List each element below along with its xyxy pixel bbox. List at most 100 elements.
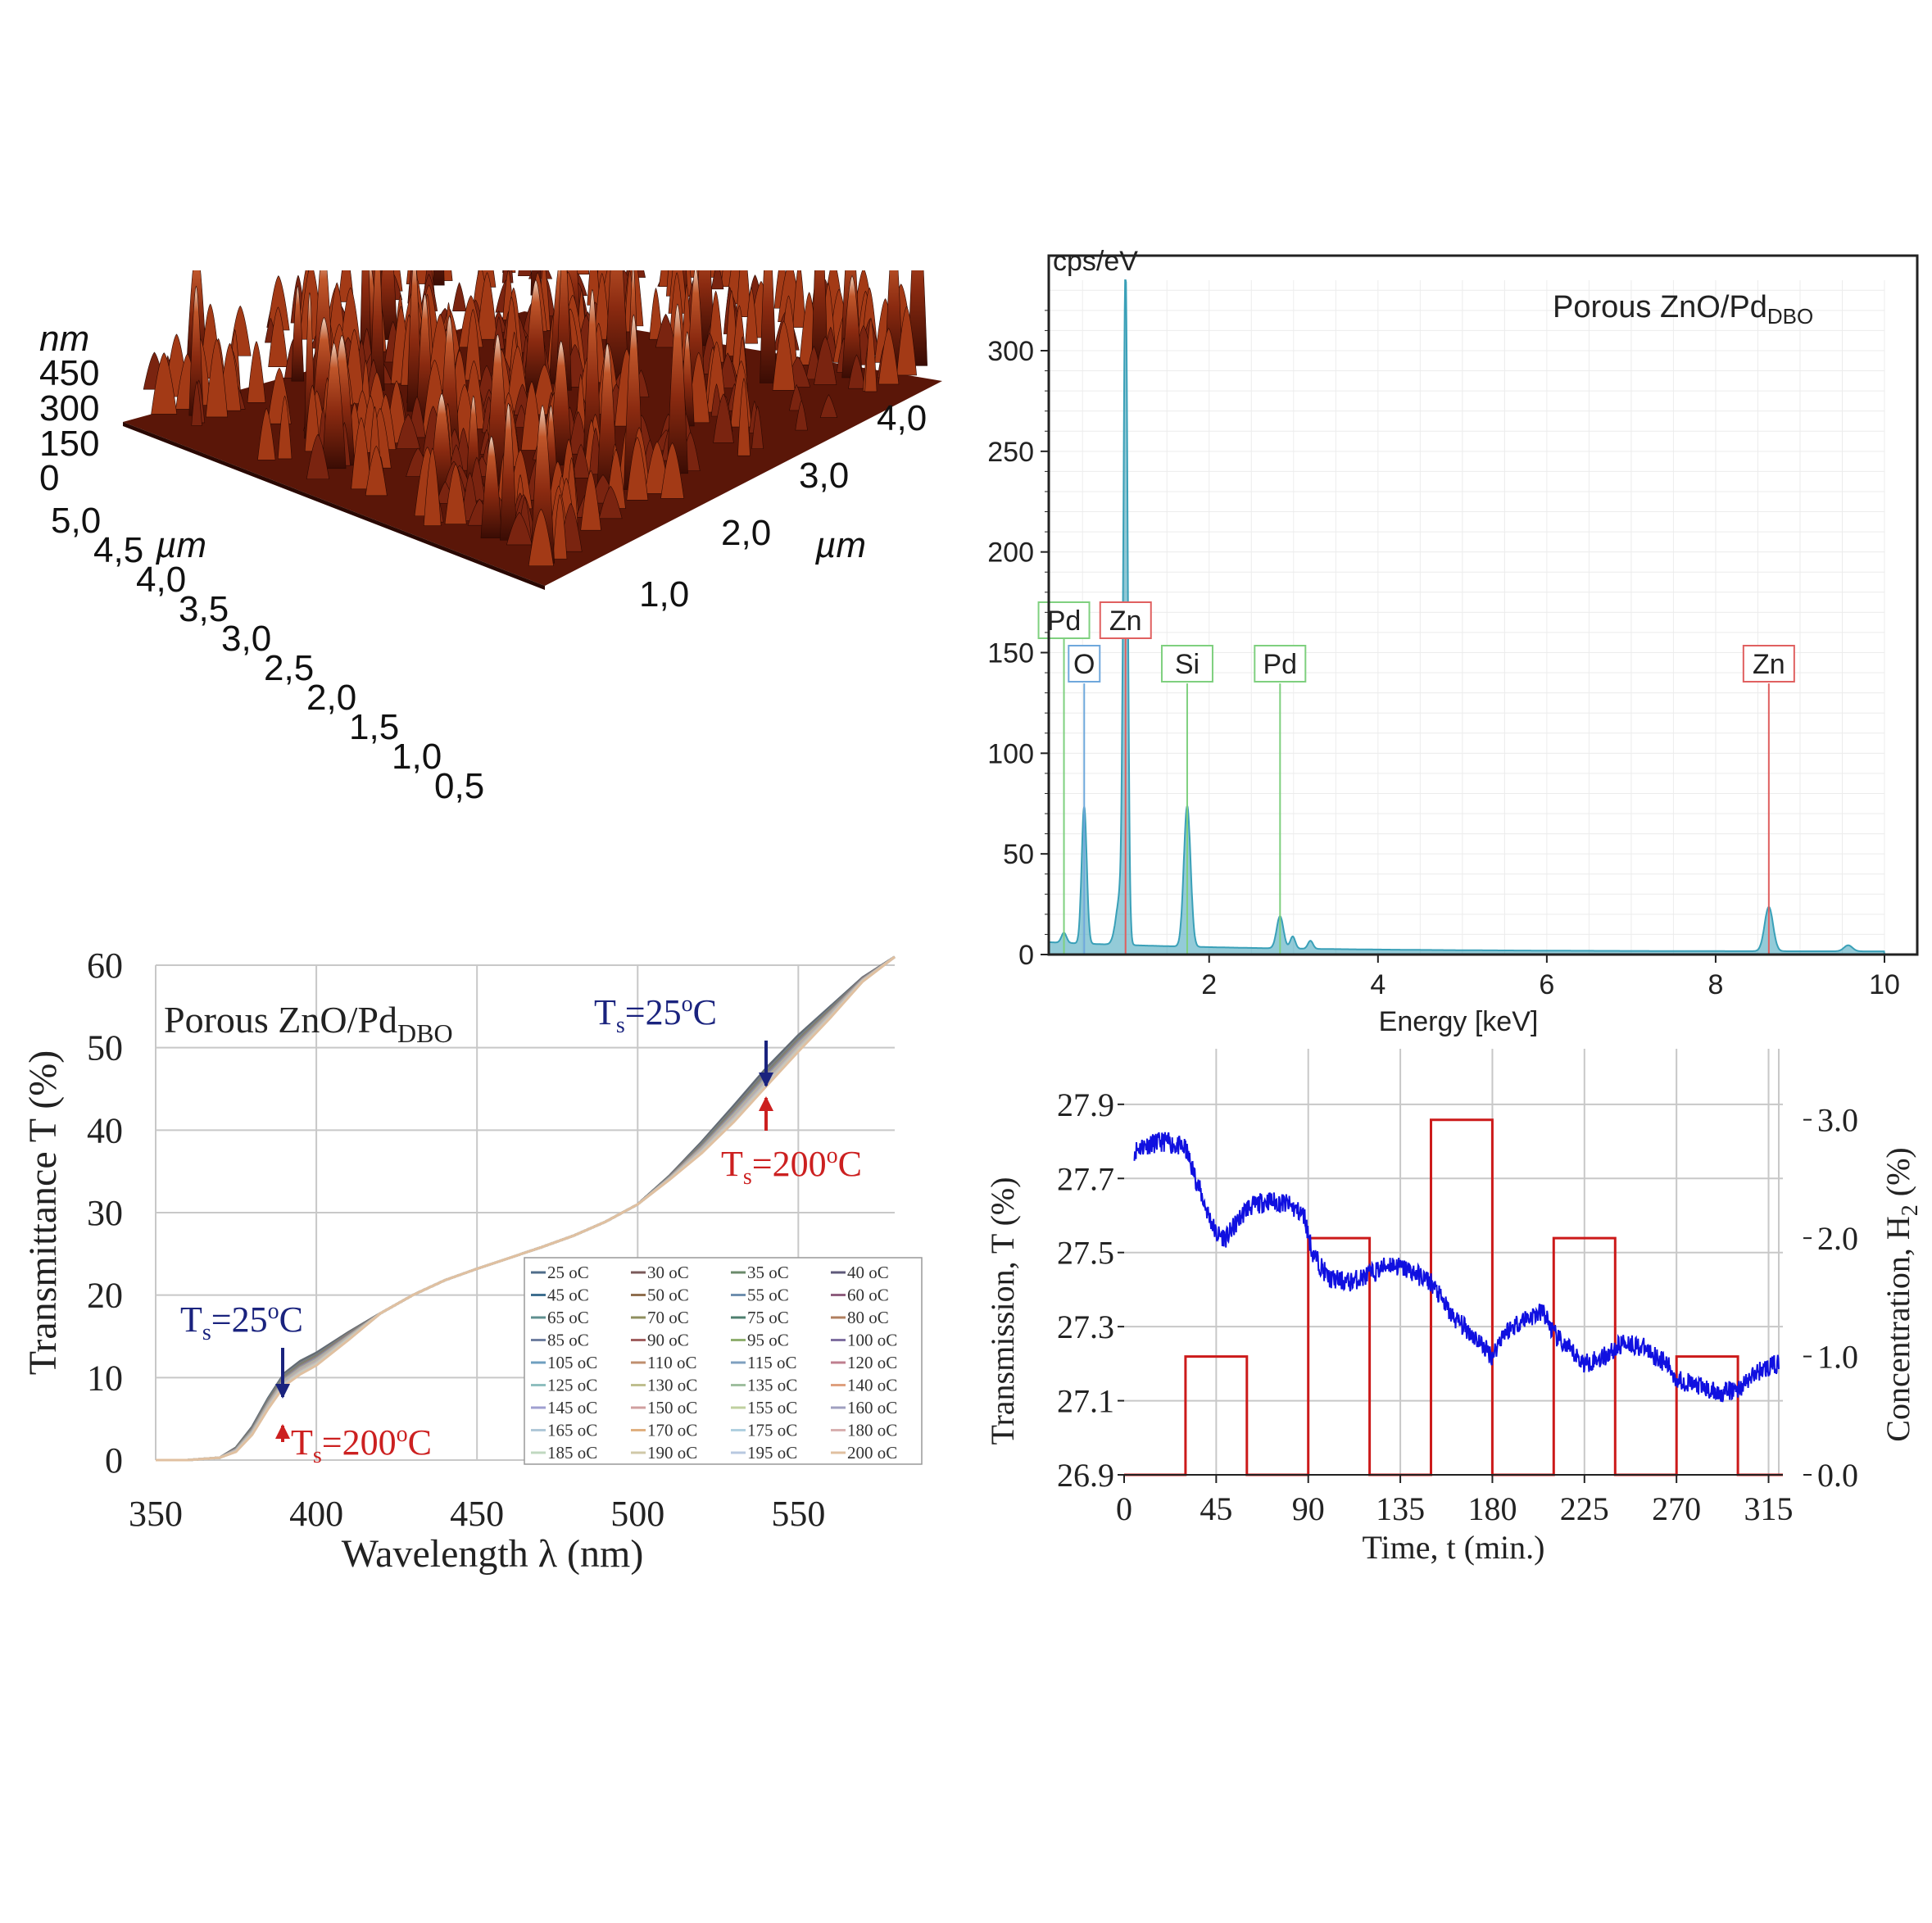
transmittance-y-tick-label: 10 <box>87 1358 123 1398</box>
sensing-grid <box>1124 1049 1783 1476</box>
afm-peak <box>848 354 865 389</box>
sensing-x-tick-label: 45 <box>1200 1490 1232 1527</box>
transmittance-legend-label: 165 oC <box>547 1421 597 1440</box>
annotation-t: T <box>594 992 616 1032</box>
afm-peak <box>506 511 533 546</box>
transmittance-legend-label: 85 oC <box>547 1331 589 1350</box>
transmittance-annotation-arrowhead <box>759 1096 773 1111</box>
transmittance-curves <box>156 955 896 1462</box>
afm-peak <box>598 485 623 519</box>
edx-element-lines: Pd Zn O Si Pd Zn <box>1037 601 1795 955</box>
edx-x-axis-label: Energy [keV] <box>1379 1006 1539 1037</box>
sensing-x-tick-label: 135 <box>1376 1490 1425 1527</box>
annotation-unit: C <box>838 1144 862 1184</box>
afm-peak <box>572 443 590 478</box>
edx-element-label: Pd <box>1263 649 1298 680</box>
afm-x-tick-label: 3,5 <box>179 589 229 629</box>
annotation-unit: C <box>693 992 717 1032</box>
afm-peak <box>713 393 734 443</box>
afm-peak <box>396 414 420 449</box>
afm-peak <box>896 306 917 376</box>
afm-peak <box>549 340 573 465</box>
afm-peak <box>304 384 320 452</box>
transmittance-x-tick-label: 550 <box>771 1494 825 1534</box>
afm-y-unit: µm <box>814 525 866 565</box>
transmittance-annotation: Ts=25oC <box>180 1299 303 1345</box>
edx-y-tick-label: 0 <box>1018 940 1034 971</box>
transmittance-annotation: Ts=25oC <box>594 991 717 1038</box>
transmittance-legend-label: 105 oC <box>547 1353 597 1372</box>
afm-z-tick-label: 300 <box>39 388 99 429</box>
sensing-lines <box>1124 1118 1783 1476</box>
afm-x-tick-label: 4,0 <box>136 560 186 600</box>
y2-label-sub: 2 <box>1898 1204 1923 1216</box>
transmittance-legend-label: 110 oC <box>647 1353 696 1372</box>
afm-axis-labels: nm45030015005,04,54,03,53,02,52,01,51,00… <box>39 319 927 806</box>
transmittance-annotation-arrowhead <box>275 1384 290 1399</box>
afm-peak <box>151 352 178 415</box>
transmittance-legend-label: 115 oC <box>747 1353 796 1372</box>
transmittance-y-tick-label: 40 <box>87 1110 123 1150</box>
sensing-y-tick-label: 27.1 <box>1057 1383 1114 1420</box>
annotation-unit: C <box>279 1299 303 1340</box>
sensing-x-tick-label: 315 <box>1744 1490 1794 1527</box>
y2-label-tail: (%) <box>1880 1147 1916 1204</box>
transmittance-x-axis-label: Wavelength λ (nm) <box>342 1532 644 1576</box>
transmittance-legend-label: 190 oC <box>647 1443 697 1463</box>
transmittance-legend-label: 55 oC <box>747 1286 789 1305</box>
afm-front-edge <box>123 422 545 590</box>
edx-element-label-box <box>1742 645 1795 683</box>
transmittance-legend-label: 170 oC <box>647 1421 697 1440</box>
sensing-y-tick-label: 27.5 <box>1057 1235 1114 1272</box>
afm-peak <box>841 275 863 379</box>
annotation-value: =200 <box>322 1422 397 1463</box>
transmittance-legend-label: 155 oC <box>747 1398 797 1417</box>
transmittance-chart: 0 10 20 30 40 50 60 350 400 450 500 550 Wavelength λ… <box>21 946 923 1576</box>
transmittance-x-tick-label: 400 <box>289 1494 343 1534</box>
transmittance-y-tick-label: 20 <box>87 1276 123 1316</box>
afm-peak <box>649 288 663 340</box>
transmittance-legend-label: 100 oC <box>847 1331 897 1350</box>
afm-x-tick-label: 2,0 <box>306 678 356 718</box>
annotation-sub: s <box>616 1013 625 1038</box>
afm-peak <box>596 342 619 492</box>
afm-z-tick-label: 450 <box>39 353 99 393</box>
sensing-y-tick-label: 27.9 <box>1057 1086 1114 1123</box>
transmittance-annotation-arrowhead <box>759 1073 773 1087</box>
afm-y-tick-label: 2,0 <box>721 513 771 553</box>
y2-label-main: Concentration, H <box>1880 1216 1916 1442</box>
edx-y-tick-label: 250 <box>987 437 1034 468</box>
edx-y-tick-label: 300 <box>987 336 1034 367</box>
edx-spectrum-panel: Pd Zn O Si Pd Zn 0 50 100 150 200 250 300 2 4 6 8 10 cps/… <box>967 221 1932 1057</box>
sensing-y2-tick-label: 3.0 <box>1817 1102 1858 1139</box>
afm-peak <box>291 285 305 382</box>
afm-surface-panel: nm 450 300 150 0 5,0 4,5 4,0 3,5 3,0 2,5 2,0 1,5 1,0 0… <box>0 70 967 926</box>
afm-surface-plot: nm45030015005,04,54,03,53,02,52,01,51,00… <box>39 70 942 806</box>
transmittance-legend-label: 160 oC <box>847 1398 897 1417</box>
transmittance-legend-label: 95 oC <box>747 1331 789 1350</box>
sensing-y-tick-label: 27.3 <box>1057 1308 1114 1345</box>
transmittance-legend-label: 200 oC <box>847 1443 897 1463</box>
afm-y-tick-label: 3,0 <box>799 456 849 496</box>
edx-frame <box>1047 254 1919 956</box>
edx-element-label: Si <box>1175 649 1200 680</box>
edx-grid <box>1049 280 1885 955</box>
annotation-sup: o <box>827 1143 838 1168</box>
afm-x-tick-label: 4,5 <box>93 530 143 570</box>
transmission-line <box>1133 1132 1780 1403</box>
afm-x-tick-label: 1,0 <box>392 737 442 777</box>
afm-peak <box>306 433 330 480</box>
afm-peak <box>864 317 878 392</box>
transmittance-legend-box <box>524 1257 923 1465</box>
afm-peak <box>745 287 759 344</box>
transmittance-legend-label: 75 oC <box>747 1308 789 1327</box>
afm-peak <box>433 166 445 286</box>
transmittance-annotation: Ts=200oC <box>721 1143 862 1190</box>
annotation-sup: o <box>682 991 693 1017</box>
edx-y-tick-label: 50 <box>1003 839 1034 870</box>
edx-element-label: Pd <box>1047 605 1082 637</box>
afm-peak <box>423 447 442 526</box>
edx-element-label: Zn <box>1753 649 1785 680</box>
sensing-x-tick-label: 90 <box>1292 1490 1325 1527</box>
transmittance-legend-label: 135 oC <box>747 1376 797 1395</box>
